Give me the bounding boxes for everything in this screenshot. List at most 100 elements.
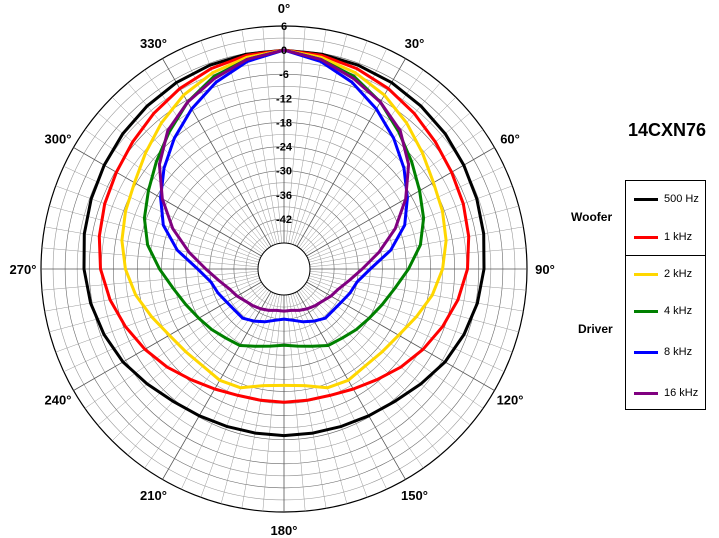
series-line-1khz xyxy=(97,48,471,404)
legend-swatch-500hz xyxy=(634,197,658,201)
legend-label-1khz: 1 kHz xyxy=(664,231,693,243)
angle-label-90: 90° xyxy=(535,262,555,277)
grid-spoke-125 xyxy=(305,283,484,409)
legend-label-500hz: 500 Hz xyxy=(664,193,699,205)
grid-spoke-210 xyxy=(162,291,272,480)
grid-spoke-110 xyxy=(308,277,513,353)
angle-label-270: 270° xyxy=(10,262,37,277)
legend-item-2khz: 2 kHz xyxy=(626,264,705,284)
radial-tick-label-4: -18 xyxy=(276,117,292,129)
grid-spoke-175 xyxy=(286,294,306,512)
radial-tick-label-1: 0 xyxy=(281,45,287,57)
series-line-16khz xyxy=(157,48,411,313)
grid-spoke-225 xyxy=(111,287,266,442)
polar-series xyxy=(82,48,486,438)
radial-tick-label-2: -6 xyxy=(279,69,289,81)
grid-spoke-140 xyxy=(300,288,441,456)
grid-spoke-145 xyxy=(298,290,424,469)
grid-spoke-75 xyxy=(309,205,519,263)
model-title: 14CXN76 xyxy=(628,120,707,140)
polar-labels: 6 0 -6 -12 -18 -24 -30 -36 -42 0° 30° 60° 90° 120° 150… xyxy=(10,1,555,538)
radial-tick-label-5: -24 xyxy=(276,142,293,154)
grid-spoke-10 xyxy=(288,29,327,244)
legend-item-500hz: 500 Hz xyxy=(626,189,705,209)
grid-spoke-120 xyxy=(306,281,495,391)
grid-spoke-305 xyxy=(84,129,263,255)
grid-spoke-70 xyxy=(308,185,513,261)
legend-label-2khz: 2 kHz xyxy=(664,268,693,280)
legend-item-8khz: 8 kHz xyxy=(626,342,705,362)
legend-label-16khz: 16 kHz xyxy=(664,387,699,399)
grid-spoke-260 xyxy=(44,273,259,312)
radial-tick-label-7: -36 xyxy=(276,190,292,202)
radial-tick-label-6: -30 xyxy=(276,166,292,178)
grid-spoke-350 xyxy=(241,29,280,244)
grid-spoke-325 xyxy=(144,69,270,248)
legend-driver: 2 kHz 4 kHz 8 kHz 16 kHz xyxy=(625,255,706,410)
angle-label-180: 180° xyxy=(271,523,298,538)
grid-spoke-130 xyxy=(303,285,471,426)
grid-spoke-80 xyxy=(309,226,524,265)
grid-spoke-5 xyxy=(286,26,306,244)
legend-label-8khz: 8 kHz xyxy=(664,346,693,358)
grid-spoke-185 xyxy=(262,294,282,512)
angle-label-150: 150° xyxy=(401,488,428,503)
grid-spoke-265 xyxy=(41,271,259,291)
grid-spoke-355 xyxy=(262,26,282,244)
grid-spoke-95 xyxy=(309,271,527,291)
grid-spoke-20 xyxy=(292,40,368,245)
angle-label-240: 240° xyxy=(45,393,72,408)
grid-spoke-330 xyxy=(162,58,272,247)
grid-spoke-310 xyxy=(97,112,265,253)
grid-spoke-60 xyxy=(306,147,495,257)
grid-spoke-45 xyxy=(302,96,457,251)
series-line-2khz xyxy=(120,48,448,390)
grid-spoke-85 xyxy=(309,247,527,267)
legend-item-4khz: 4 kHz xyxy=(626,301,705,321)
series-line-4khz xyxy=(142,48,426,348)
series-line-8khz xyxy=(159,48,409,324)
grid-spoke-135 xyxy=(302,287,457,442)
angle-label-120: 120° xyxy=(497,393,524,408)
series-line-500hz xyxy=(82,48,486,438)
grid-spoke-150 xyxy=(296,291,406,480)
legend-woofer: 500 Hz 1 kHz xyxy=(625,180,706,256)
legend-item-16khz: 16 kHz xyxy=(626,383,705,403)
angle-label-210: 210° xyxy=(140,488,167,503)
legend-swatch-16khz xyxy=(634,391,658,395)
angle-label-30: 30° xyxy=(405,36,425,51)
grid-spoke-100 xyxy=(309,273,524,312)
legend-swatch-8khz xyxy=(634,350,658,354)
grid-spoke-220 xyxy=(127,288,268,456)
grid-spoke-50 xyxy=(303,112,471,253)
legend-swatch-4khz xyxy=(634,309,658,313)
grid-spoke-290 xyxy=(55,185,260,261)
grid-spoke-40 xyxy=(300,82,441,250)
grid-spoke-235 xyxy=(84,283,263,409)
radial-tick-label-3: -12 xyxy=(276,93,292,105)
legend-item-1khz: 1 kHz xyxy=(626,227,705,247)
grid-spoke-25 xyxy=(294,48,387,246)
legend-swatch-1khz xyxy=(634,235,658,239)
legend-swatch-2khz xyxy=(634,272,658,276)
grid-spoke-335 xyxy=(181,48,274,246)
grid-spoke-230 xyxy=(97,285,265,426)
grid-spoke-285 xyxy=(49,205,259,263)
angle-label-60: 60° xyxy=(500,132,520,147)
driver-group-label: Driver xyxy=(578,322,613,336)
angle-label-300: 300° xyxy=(45,132,72,147)
grid-spoke-340 xyxy=(200,40,276,245)
grid-spoke-215 xyxy=(144,290,270,469)
grid-spoke-320 xyxy=(127,82,268,250)
grid-spoke-280 xyxy=(44,226,259,265)
grid-spoke-315 xyxy=(111,96,266,251)
radial-tick-label-8: -42 xyxy=(276,214,292,226)
grid-spoke-240 xyxy=(73,281,262,391)
grid-spoke-275 xyxy=(41,247,259,267)
grid-spoke-250 xyxy=(55,277,260,353)
legend-label-4khz: 4 kHz xyxy=(664,305,693,317)
angle-label-330: 330° xyxy=(140,36,167,51)
grid-spoke-55 xyxy=(305,129,484,255)
woofer-group-label: Woofer xyxy=(571,210,613,224)
